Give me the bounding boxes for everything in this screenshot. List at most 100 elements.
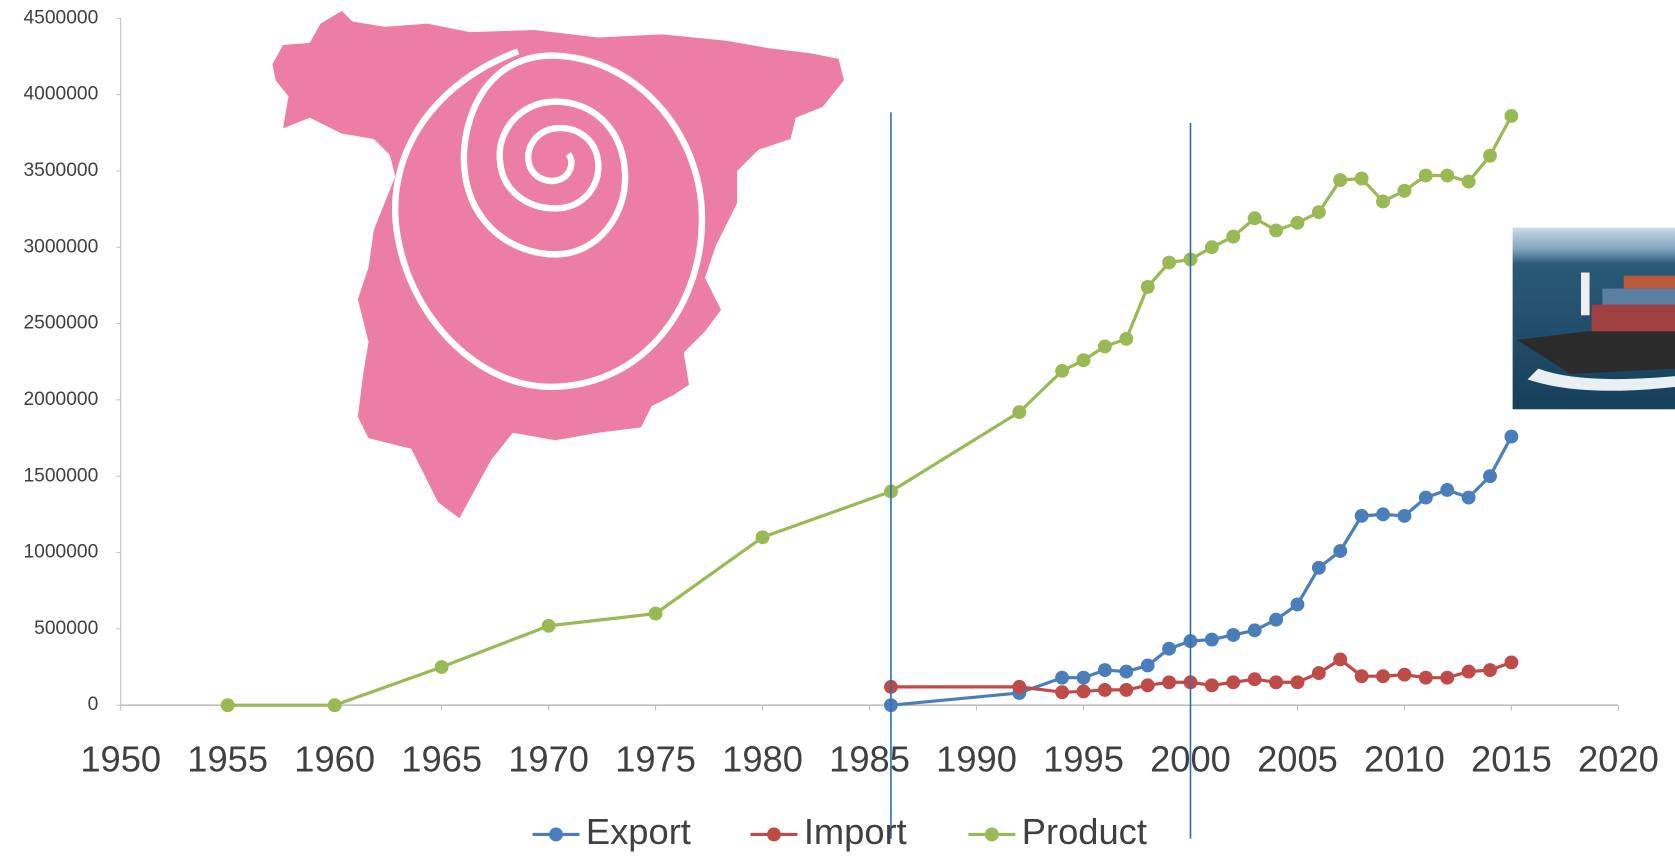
data-point xyxy=(1269,675,1283,689)
data-point xyxy=(1248,672,1262,686)
legend-label: Import xyxy=(804,811,907,852)
data-point xyxy=(1141,280,1155,294)
data-point xyxy=(1098,663,1112,677)
x-tick-label: 1970 xyxy=(508,738,589,779)
x-tick-label: 1975 xyxy=(615,738,696,779)
data-point xyxy=(1312,666,1326,680)
data-point xyxy=(1098,683,1112,697)
data-point xyxy=(1355,669,1369,683)
data-point xyxy=(1248,211,1262,225)
data-point xyxy=(1504,109,1518,123)
x-tick-label: 1995 xyxy=(1043,738,1124,779)
series-line xyxy=(891,437,1511,706)
data-point xyxy=(1397,509,1411,523)
data-point xyxy=(1462,491,1476,505)
legend-marker xyxy=(985,827,999,841)
data-point xyxy=(1440,671,1454,685)
data-point xyxy=(1504,655,1518,669)
data-point xyxy=(1119,332,1133,346)
data-point xyxy=(1291,597,1305,611)
data-point xyxy=(1312,561,1326,575)
y-tick-label: 3500000 xyxy=(23,160,98,181)
data-point xyxy=(1355,509,1369,523)
x-tick-label: 1965 xyxy=(401,738,482,779)
data-point xyxy=(435,660,449,674)
data-point xyxy=(1504,430,1518,444)
y-tick-label: 0 xyxy=(88,694,99,715)
data-point xyxy=(1291,216,1305,230)
data-point xyxy=(1162,642,1176,656)
x-tick-label: 2020 xyxy=(1578,738,1659,779)
data-point xyxy=(1440,483,1454,497)
data-point xyxy=(1333,544,1347,558)
x-tick-label: 1990 xyxy=(936,738,1017,779)
legend-marker xyxy=(549,827,563,841)
data-point xyxy=(1419,169,1433,183)
data-point xyxy=(1012,680,1026,694)
data-point xyxy=(1376,195,1390,209)
data-point xyxy=(1248,623,1262,637)
x-tick-label: 2010 xyxy=(1364,738,1445,779)
data-point xyxy=(221,698,235,712)
data-point xyxy=(1419,491,1433,505)
spain-logo xyxy=(272,11,844,518)
x-tick-label: 2005 xyxy=(1257,738,1338,779)
data-point xyxy=(1269,613,1283,627)
data-point xyxy=(542,619,556,633)
data-point xyxy=(1205,240,1219,254)
data-point xyxy=(1119,683,1133,697)
data-point xyxy=(1355,172,1369,186)
legend-label: Product xyxy=(1022,811,1147,852)
data-point xyxy=(1333,173,1347,187)
data-point xyxy=(1077,684,1091,698)
data-point xyxy=(1226,628,1240,642)
x-tick-label: 1960 xyxy=(294,738,375,779)
data-point xyxy=(1419,671,1433,685)
data-point xyxy=(1141,659,1155,673)
data-point xyxy=(1397,184,1411,198)
data-point xyxy=(1077,671,1091,685)
data-point xyxy=(649,607,663,621)
y-tick-label: 4000000 xyxy=(23,84,98,105)
legend-marker xyxy=(767,827,781,841)
y-tick-label: 2500000 xyxy=(23,313,98,334)
data-point xyxy=(1205,633,1219,647)
data-point xyxy=(1055,671,1069,685)
data-point xyxy=(1440,169,1454,183)
data-point xyxy=(1226,675,1240,689)
data-point xyxy=(1119,665,1133,679)
data-point xyxy=(328,698,342,712)
y-tick-label: 4500000 xyxy=(23,7,98,28)
plot-area: 0500000100000015000002000000250000030000… xyxy=(23,7,1658,779)
data-point xyxy=(1098,340,1112,354)
y-tick-label: 2000000 xyxy=(23,389,98,410)
data-point xyxy=(1376,507,1390,521)
data-point xyxy=(1055,685,1069,699)
data-point xyxy=(1312,205,1326,219)
data-point xyxy=(756,530,770,544)
data-point xyxy=(1012,405,1026,419)
data-point xyxy=(1483,469,1497,483)
data-point xyxy=(1226,230,1240,244)
x-tick-label: 1985 xyxy=(829,738,910,779)
data-point xyxy=(1205,678,1219,692)
data-point xyxy=(1291,675,1305,689)
y-tick-label: 1500000 xyxy=(23,465,98,486)
x-tick-label: 1955 xyxy=(187,738,268,779)
x-tick-label: 1980 xyxy=(722,738,803,779)
data-point xyxy=(1462,665,1476,679)
y-tick-label: 1000000 xyxy=(23,542,98,563)
y-tick-label: 3000000 xyxy=(23,236,98,257)
data-point xyxy=(1397,668,1411,682)
data-point xyxy=(1269,224,1283,238)
data-point xyxy=(1483,663,1497,677)
data-point xyxy=(1162,675,1176,689)
data-point xyxy=(1162,256,1176,270)
data-point xyxy=(1462,175,1476,189)
data-point xyxy=(1483,149,1497,163)
data-point xyxy=(1333,652,1347,666)
legend-label: Export xyxy=(586,811,691,852)
x-tick-label: 1950 xyxy=(80,738,161,779)
chart: 0500000100000015000002000000250000030000… xyxy=(0,0,1675,857)
data-point xyxy=(1055,364,1069,378)
